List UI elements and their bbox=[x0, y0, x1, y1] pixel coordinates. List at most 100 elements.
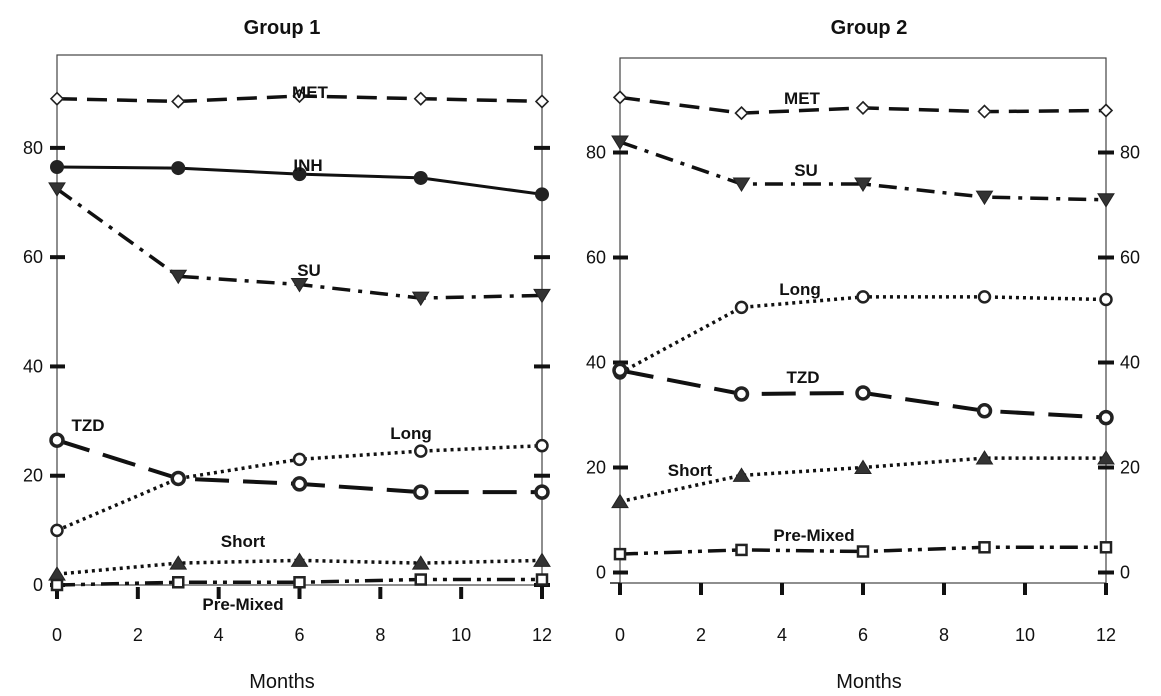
data-point-tzd bbox=[1098, 409, 1114, 426]
series-label-long: Long bbox=[779, 280, 821, 299]
data-point-pre-mixed bbox=[414, 573, 427, 586]
y-tick-label-right: 20 bbox=[1120, 458, 1140, 478]
data-point-inh bbox=[171, 161, 186, 176]
data-point-short bbox=[411, 555, 430, 570]
data-point-met bbox=[49, 91, 65, 106]
data-point-pre-mixed bbox=[50, 578, 64, 592]
series-short: Short bbox=[611, 450, 1115, 509]
x-tick-label: 6 bbox=[858, 625, 868, 645]
data-point-short bbox=[611, 493, 629, 509]
y-tick-label-right: 0 bbox=[1120, 563, 1130, 583]
x-tick-label: 10 bbox=[451, 625, 471, 645]
series-line-long bbox=[619, 295, 1107, 375]
x-tick-label: 12 bbox=[532, 625, 552, 645]
x-tick-label: 12 bbox=[1096, 625, 1116, 645]
series-su: SU bbox=[48, 182, 551, 307]
data-point-su bbox=[975, 190, 994, 206]
data-point-long bbox=[1099, 292, 1113, 307]
y-tick-label-left: 20 bbox=[586, 458, 606, 478]
data-point-pre-mixed bbox=[535, 573, 549, 586]
series-label-met: MET bbox=[292, 83, 329, 102]
data-point-short bbox=[533, 552, 551, 567]
data-point-pre-mixed bbox=[735, 543, 748, 557]
data-point-su bbox=[48, 182, 66, 197]
x-tick-label: 8 bbox=[939, 625, 949, 645]
series-pre-mixed: Pre-Mixed bbox=[50, 573, 549, 614]
data-point-tzd bbox=[49, 432, 65, 448]
data-point-pre-mixed bbox=[293, 576, 306, 589]
data-point-met bbox=[855, 100, 871, 116]
data-point-pre-mixed bbox=[978, 541, 991, 554]
x-tick-label: 2 bbox=[696, 625, 706, 645]
series-su: SU bbox=[611, 135, 1115, 208]
series-label-pre-mixed: Pre-Mixed bbox=[202, 595, 283, 614]
data-point-su bbox=[290, 277, 309, 293]
data-point-inh bbox=[292, 167, 307, 182]
plot-frame bbox=[619, 57, 1107, 584]
data-point-tzd bbox=[976, 403, 993, 419]
data-point-long bbox=[977, 290, 992, 304]
plot-frame bbox=[56, 54, 543, 586]
series-long: Long bbox=[613, 280, 1113, 380]
series-pre-mixed: Pre-Mixed bbox=[613, 526, 1113, 561]
data-point-su bbox=[533, 288, 551, 304]
data-point-short bbox=[169, 555, 188, 570]
data-point-su bbox=[169, 269, 188, 285]
y-tick-label-left: 40 bbox=[586, 353, 606, 373]
x-axis-label: Months bbox=[836, 671, 902, 693]
data-point-su bbox=[611, 135, 629, 150]
data-point-tzd bbox=[413, 484, 429, 500]
y-tick-label-right: 60 bbox=[1120, 248, 1140, 268]
data-point-long bbox=[50, 523, 64, 538]
data-point-su bbox=[1097, 193, 1115, 208]
chart-panel-group-2: Group 2 0 0 20 20 40 40 60 60 80 80 0 2 4 6 8 10 12 Months… bbox=[586, 17, 1140, 693]
data-point-tzd bbox=[291, 476, 308, 492]
data-point-su bbox=[854, 177, 872, 192]
data-point-su bbox=[732, 177, 751, 192]
series-label-tzd: TZD bbox=[71, 416, 104, 435]
chart-title: Group 1 bbox=[244, 17, 321, 39]
series-line-pre-mixed bbox=[619, 545, 1106, 556]
data-point-tzd bbox=[612, 362, 628, 379]
series-label-met: MET bbox=[784, 89, 821, 108]
x-tick-label: 10 bbox=[1015, 625, 1035, 645]
data-point-inh bbox=[535, 187, 549, 202]
y-tick-label-left: 20 bbox=[23, 466, 43, 486]
series-label-short: Short bbox=[668, 461, 713, 480]
data-point-pre-mixed bbox=[613, 547, 627, 561]
y-tick-label-left: 40 bbox=[23, 356, 43, 376]
data-point-pre-mixed bbox=[856, 545, 870, 558]
series-label-inh: INH bbox=[293, 156, 322, 175]
data-point-long bbox=[734, 300, 749, 315]
series-label-pre-mixed: Pre-Mixed bbox=[773, 526, 854, 545]
x-tick-label: 6 bbox=[294, 625, 304, 645]
data-point-long bbox=[535, 438, 549, 453]
chart-title: Group 2 bbox=[831, 17, 908, 39]
series-label-su: SU bbox=[794, 161, 818, 180]
x-tick-label: 8 bbox=[375, 625, 385, 645]
data-point-short bbox=[290, 552, 309, 567]
series-short: Short bbox=[48, 532, 551, 581]
y-tick-label-right: 80 bbox=[1120, 143, 1140, 163]
data-point-pre-mixed bbox=[172, 576, 185, 589]
data-point-inh bbox=[50, 160, 64, 175]
series-label-short: Short bbox=[221, 532, 266, 551]
x-tick-label: 0 bbox=[52, 625, 62, 645]
data-point-short bbox=[1097, 450, 1115, 465]
series-met: MET bbox=[612, 89, 1114, 121]
data-point-met bbox=[292, 88, 307, 104]
series-label-tzd: TZD bbox=[786, 368, 819, 387]
data-point-short bbox=[48, 566, 66, 581]
series-line-su bbox=[619, 140, 1107, 202]
data-point-met bbox=[977, 104, 992, 119]
x-tick-label: 4 bbox=[777, 625, 787, 645]
data-point-met bbox=[534, 94, 550, 109]
y-tick-label-left: 0 bbox=[596, 563, 606, 583]
y-tick-label-left: 0 bbox=[33, 575, 43, 595]
y-tick-label-left: 60 bbox=[23, 247, 43, 267]
data-point-met bbox=[734, 105, 749, 121]
data-point-long bbox=[414, 444, 428, 458]
series-line-pre-mixed bbox=[56, 577, 542, 587]
data-point-short bbox=[732, 467, 751, 482]
